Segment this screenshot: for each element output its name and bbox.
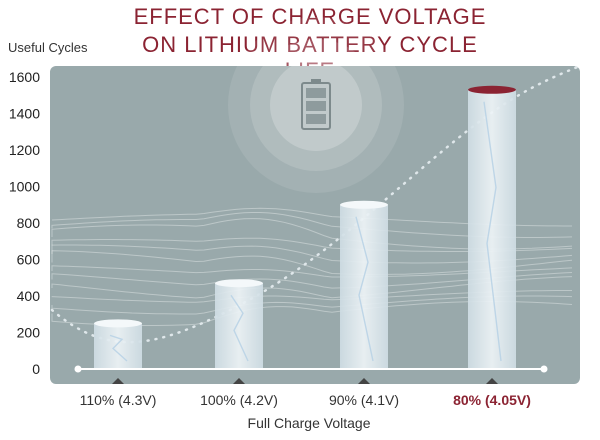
bar-cap-highlight — [468, 85, 516, 94]
x-category-marker — [358, 378, 370, 384]
bar-cap — [340, 200, 388, 209]
bar-body — [215, 283, 263, 369]
x-tick-label: 90% (4.1V) — [329, 392, 399, 408]
x-axis-label: Full Charge Voltage — [248, 415, 371, 431]
y-tick-label: 800 — [17, 215, 41, 231]
bar-3 — [340, 200, 388, 369]
bar-lightning — [230, 294, 249, 362]
bar-lightning — [483, 101, 502, 362]
y-tick-label: 0 — [32, 361, 40, 377]
y-tick-label: 1400 — [9, 106, 40, 122]
battery-icon — [301, 79, 331, 130]
x-category-marker — [112, 378, 124, 384]
y-axis-label: Useful Cycles — [8, 40, 88, 55]
bar-lightning — [355, 216, 374, 362]
bar-cap — [94, 319, 142, 328]
x-tick-label: 100% (4.2V) — [200, 392, 278, 408]
x-category-marker — [486, 378, 498, 384]
y-tick-label: 1000 — [9, 179, 40, 195]
y-tick-label: 1600 — [9, 69, 40, 85]
y-tick-label: 600 — [17, 252, 41, 268]
bar-4 — [468, 85, 516, 370]
bar-body — [468, 89, 516, 370]
y-tick-label: 200 — [17, 325, 41, 341]
bar-lightning — [109, 334, 128, 362]
x-tick-label: 80% (4.05V) — [453, 392, 531, 408]
x-category-marker — [233, 378, 245, 384]
x-axis-endpoint-left — [74, 365, 82, 373]
chart-title-line1: EFFECT OF CHARGE VOLTAGE — [133, 4, 487, 29]
x-tick-label: 110% (4.3V) — [80, 392, 157, 408]
bar-body — [94, 323, 142, 369]
x-axis-endpoint-right — [540, 365, 548, 373]
y-tick-label: 400 — [17, 288, 41, 304]
bar-1 — [94, 319, 142, 369]
y-tick-label: 1200 — [9, 142, 40, 158]
bar-2 — [215, 279, 263, 369]
chart-title-line2: ON LITHIUM BATTERY CYCLE LIFE — [142, 32, 478, 83]
bar-cap — [215, 279, 263, 288]
bar-body — [340, 204, 388, 369]
